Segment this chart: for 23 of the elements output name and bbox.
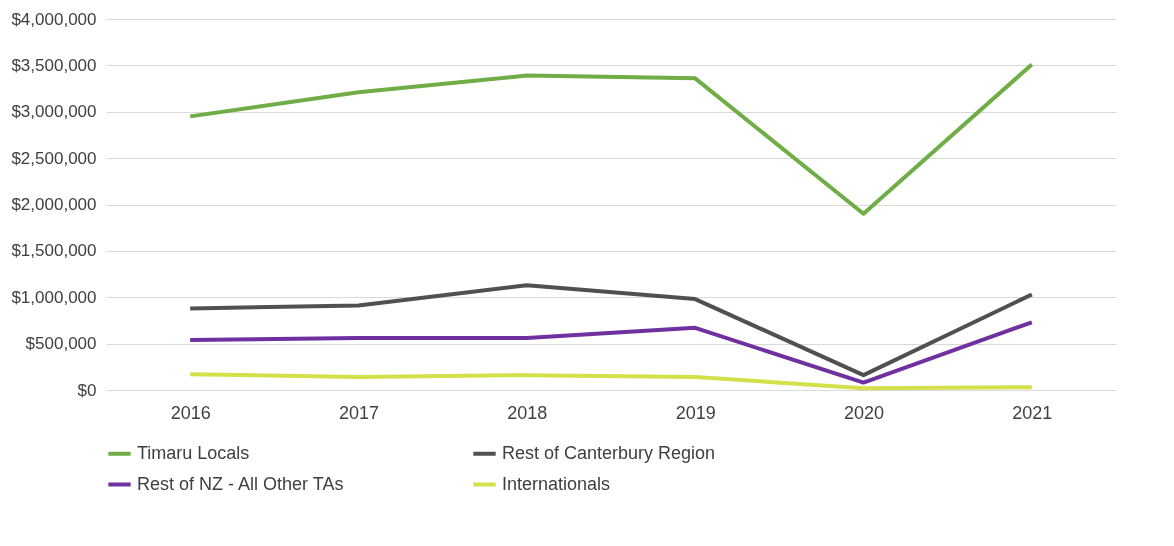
y-tick-label: $0 [77, 380, 97, 400]
y-tick-label: $4,000,000 [11, 9, 97, 29]
x-tick-label: 2021 [1012, 402, 1053, 423]
legend-label: Rest of Canterbury Region [502, 442, 716, 463]
x-tick-label: 2017 [338, 402, 380, 423]
line-series [188, 372, 1034, 391]
y-tick-label: $500,000 [25, 334, 97, 354]
x-tick-label: 2016 [170, 402, 211, 423]
legend-label: Rest of NZ - All Other TAs [137, 473, 344, 494]
line-series [188, 62, 1034, 216]
x-tick-label: 2018 [507, 402, 548, 423]
x-tick-label: 2019 [675, 402, 716, 423]
x-tick-label: 2020 [843, 402, 885, 423]
y-tick-label: $3,000,000 [11, 102, 97, 122]
legend-label: Internationals [502, 473, 611, 494]
y-tick-label: $2,500,000 [11, 148, 97, 168]
line-series [188, 320, 1034, 385]
line-series [188, 283, 1034, 378]
y-tick-label: $1,500,000 [11, 241, 97, 261]
legend-label: Timaru Locals [137, 442, 250, 463]
y-tick-label: $1,000,000 [11, 287, 97, 307]
y-tick-label: $2,000,000 [11, 195, 97, 214]
y-tick-label: $3,500,000 [11, 55, 97, 75]
